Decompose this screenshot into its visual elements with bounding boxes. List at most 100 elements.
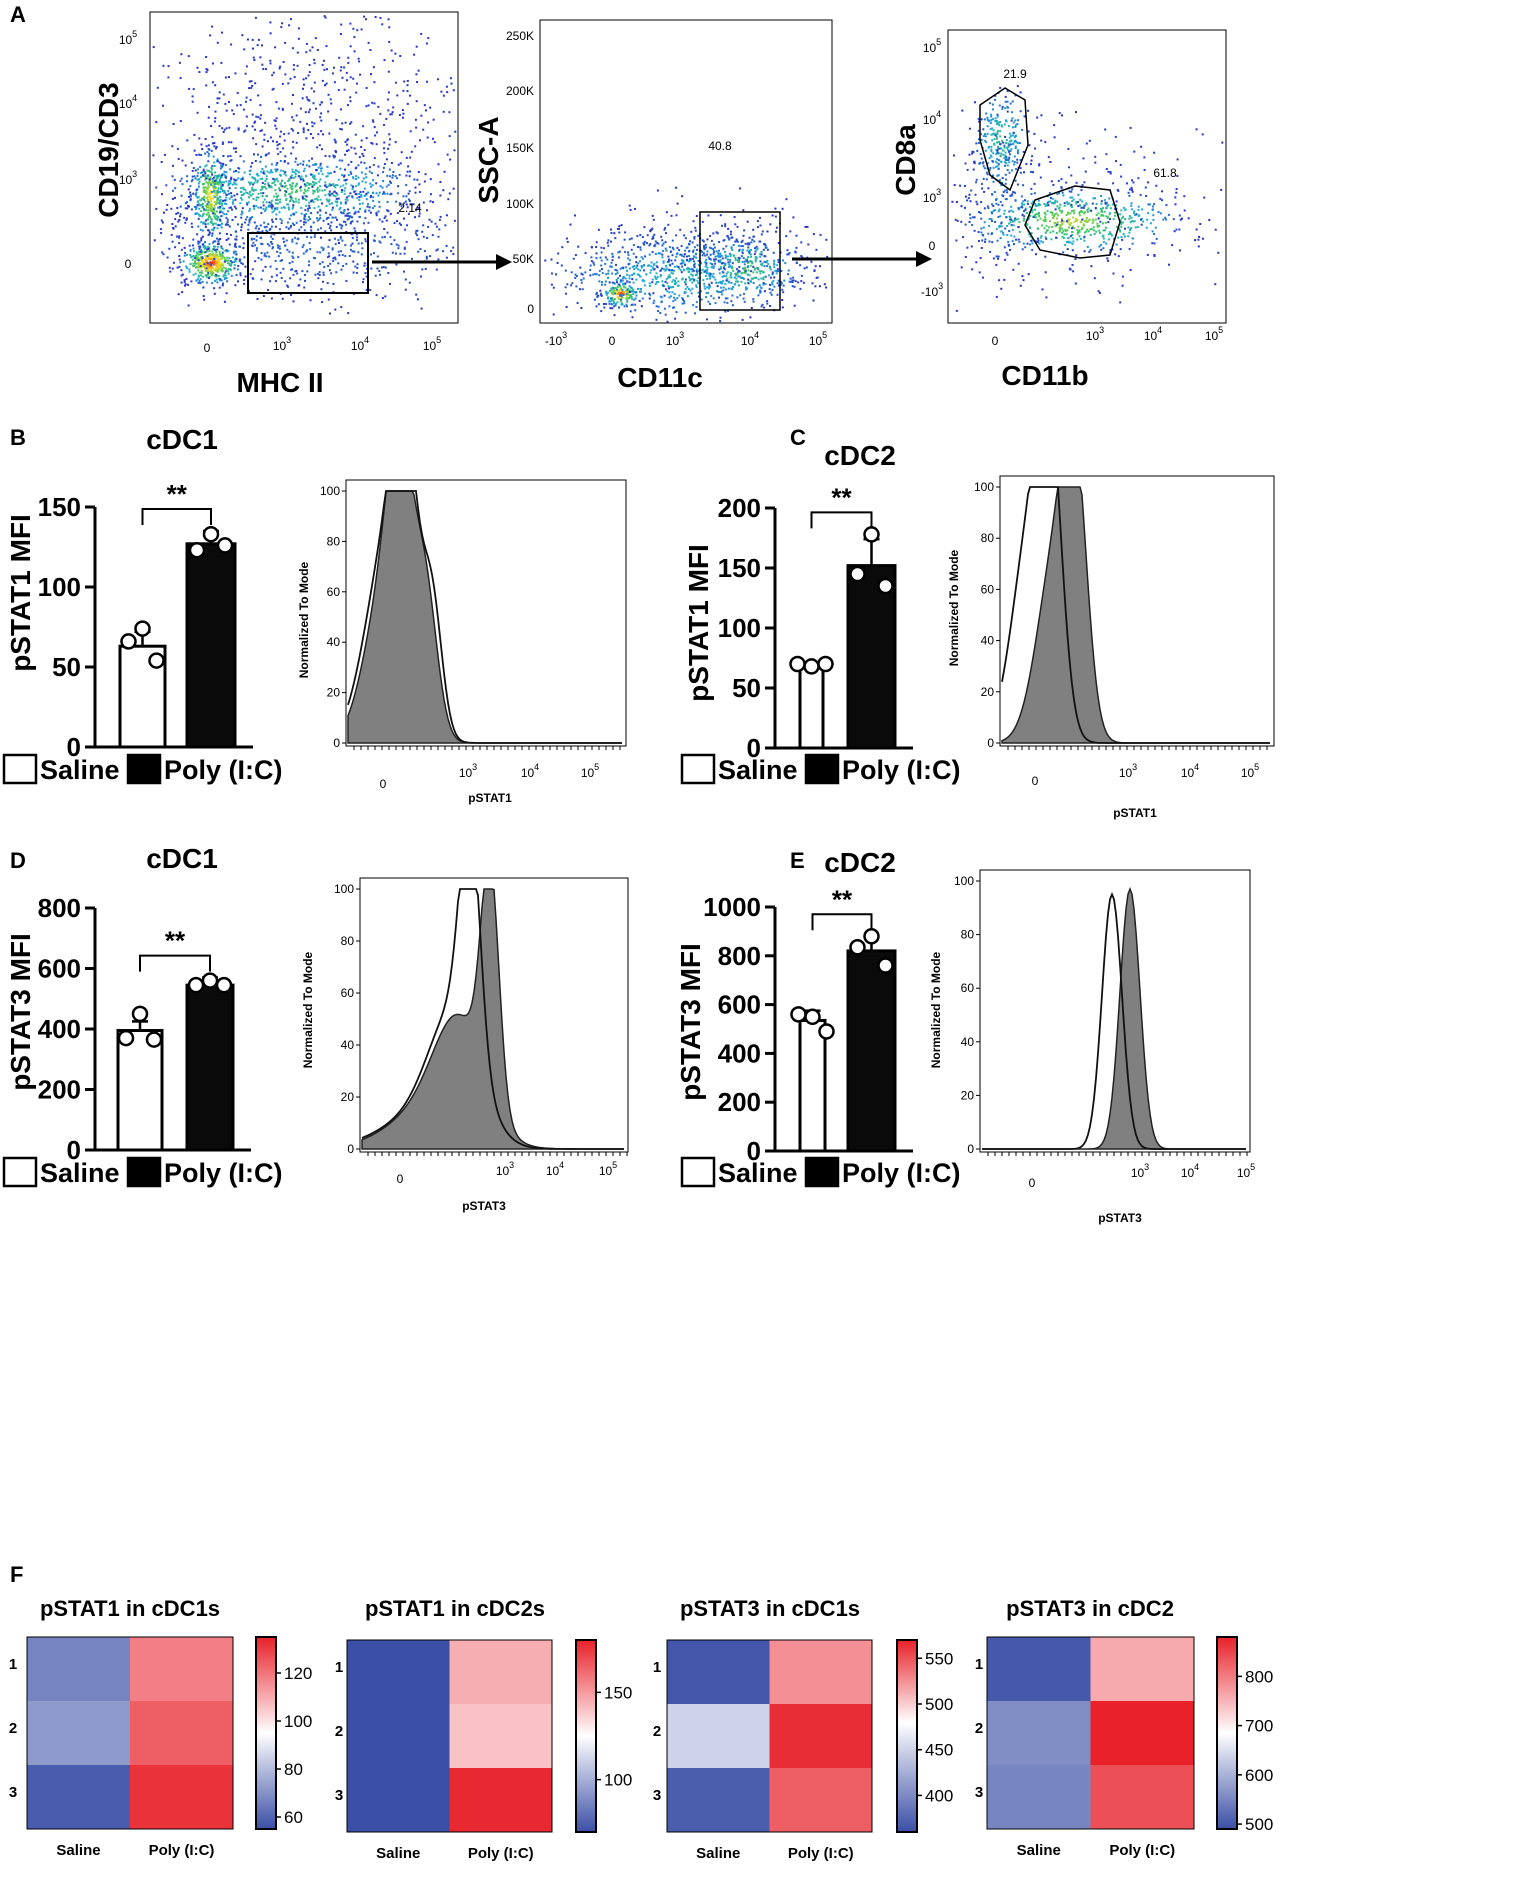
density-point <box>314 163 317 166</box>
density-point <box>992 132 995 135</box>
density-point <box>264 265 267 268</box>
density-point <box>1075 254 1078 257</box>
density-point <box>215 200 218 203</box>
density-point <box>766 230 769 233</box>
density-point <box>722 286 725 289</box>
density-point <box>1008 161 1011 164</box>
density-point <box>766 248 769 251</box>
density-point <box>1026 212 1028 215</box>
density-point <box>257 116 260 119</box>
density-point <box>996 162 999 165</box>
density-point <box>818 285 821 288</box>
density-point <box>732 285 735 288</box>
density-point <box>313 190 316 193</box>
density-point <box>735 274 738 277</box>
density-point <box>228 187 231 190</box>
density-point <box>990 148 993 151</box>
density-point <box>204 241 206 244</box>
density-point <box>1071 234 1074 236</box>
density-point <box>338 208 341 211</box>
density-point <box>1071 237 1074 240</box>
density-point <box>240 226 243 229</box>
density-point <box>1011 160 1014 163</box>
density-point <box>319 217 322 220</box>
density-point <box>1018 241 1021 243</box>
density-point <box>293 171 296 174</box>
density-point <box>368 206 371 209</box>
density-point <box>305 212 308 215</box>
density-point <box>264 121 267 124</box>
density-point <box>204 170 206 173</box>
density-point <box>339 33 342 35</box>
density-point <box>788 280 791 283</box>
density-point <box>344 121 347 124</box>
density-point <box>1082 206 1085 209</box>
density-point <box>1208 219 1211 221</box>
density-point <box>395 263 398 266</box>
density-point <box>739 294 742 297</box>
density-point <box>689 240 691 243</box>
density-point <box>544 259 547 262</box>
density-point <box>202 275 205 278</box>
density-point <box>306 98 309 101</box>
density-point <box>289 277 292 280</box>
density-point <box>372 164 375 166</box>
density-point <box>1087 230 1090 233</box>
density-point <box>992 166 995 169</box>
density-point <box>257 38 260 41</box>
density-point <box>270 185 273 188</box>
density-point <box>305 42 308 45</box>
density-point <box>1102 241 1105 243</box>
density-point <box>343 175 345 178</box>
density-point <box>634 207 636 210</box>
density-point <box>984 133 986 136</box>
density-point <box>1014 94 1017 97</box>
density-point <box>1089 248 1092 251</box>
density-point <box>286 203 289 206</box>
density-point <box>683 234 686 237</box>
density-point <box>339 235 342 238</box>
density-point <box>761 303 764 306</box>
density-point <box>1014 119 1017 122</box>
density-point <box>677 280 680 283</box>
density-point <box>348 255 351 257</box>
density-point <box>964 206 966 209</box>
density-point <box>418 207 421 210</box>
density-point <box>1026 242 1029 245</box>
density-point <box>317 172 320 175</box>
density-point <box>301 177 304 180</box>
density-point <box>756 247 759 250</box>
density-point <box>191 169 194 172</box>
density-point <box>741 239 744 242</box>
density-point <box>570 284 572 287</box>
density-point <box>705 258 708 261</box>
density-point <box>973 160 976 163</box>
density-point <box>996 132 999 134</box>
density-point <box>676 252 679 255</box>
density-point <box>632 244 635 247</box>
density-point <box>419 139 421 142</box>
density-point <box>692 269 695 272</box>
density-point <box>214 222 217 225</box>
density-point <box>246 216 249 218</box>
density-point <box>347 104 349 107</box>
density-point <box>221 181 224 184</box>
density-point <box>670 214 673 217</box>
density-point <box>674 317 677 320</box>
density-point <box>329 262 332 265</box>
density-point <box>657 305 660 308</box>
density-point <box>718 296 720 299</box>
density-point <box>729 276 732 279</box>
density-point <box>205 197 208 199</box>
density-point <box>1171 244 1174 247</box>
density-point <box>678 249 681 252</box>
density-point <box>625 292 628 295</box>
density-point <box>589 274 592 277</box>
density-point <box>306 235 309 238</box>
density-point <box>615 279 618 281</box>
density-point <box>312 221 315 224</box>
density-point <box>218 125 221 127</box>
density-point <box>352 207 355 210</box>
density-point <box>995 263 998 266</box>
